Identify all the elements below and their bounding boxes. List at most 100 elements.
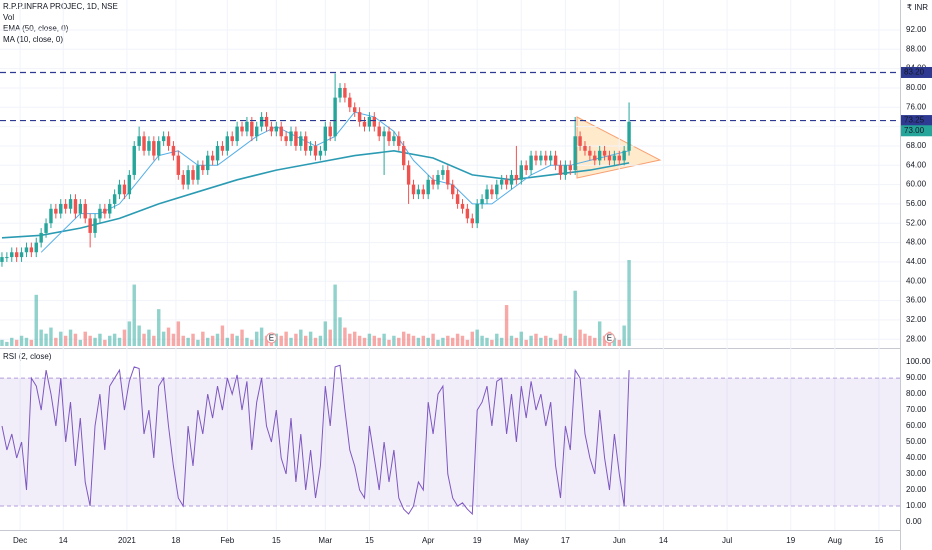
candle-body bbox=[63, 203, 68, 209]
volume-bar bbox=[245, 337, 249, 346]
candle-body bbox=[157, 141, 161, 156]
triangle-pattern bbox=[576, 116, 662, 179]
candle-body bbox=[88, 218, 92, 233]
candle-body bbox=[509, 174, 514, 185]
volume-bar bbox=[112, 333, 117, 346]
candle-body bbox=[132, 145, 136, 175]
volume-bar bbox=[29, 339, 34, 346]
y-tick-label: 100.00 bbox=[906, 357, 931, 366]
candle-body bbox=[240, 126, 244, 132]
candle-body bbox=[44, 223, 48, 233]
volume-bar bbox=[597, 321, 602, 346]
candle-body bbox=[612, 155, 617, 161]
volume-bar bbox=[24, 337, 29, 346]
candle-body bbox=[328, 126, 332, 137]
y-tick-label: 52.00 bbox=[906, 218, 927, 227]
volume-bar bbox=[318, 335, 323, 346]
candle-body bbox=[49, 208, 53, 224]
y-tick-label: 80.00 bbox=[906, 389, 927, 398]
candle-body bbox=[431, 179, 435, 185]
y-tick-label: 92.00 bbox=[906, 25, 927, 34]
candle-body bbox=[230, 136, 234, 142]
candle-body bbox=[59, 203, 63, 214]
candle-body bbox=[127, 174, 132, 195]
volume-bar bbox=[230, 333, 234, 346]
x-tick-label: 19 bbox=[786, 536, 795, 545]
candle-body bbox=[122, 184, 127, 195]
volume-bar bbox=[39, 329, 43, 346]
candle-body bbox=[495, 184, 499, 195]
candle-body bbox=[259, 116, 264, 127]
volume-bar bbox=[524, 339, 528, 346]
volume-bar bbox=[563, 335, 568, 346]
volume-bar bbox=[88, 335, 92, 346]
x-tick-label: Jun bbox=[613, 536, 626, 545]
y-tick-label: 68.00 bbox=[906, 141, 927, 150]
volume-bar bbox=[362, 337, 367, 346]
volume-bar bbox=[83, 331, 87, 346]
candle-body bbox=[514, 174, 519, 180]
candle-body bbox=[39, 232, 43, 243]
candle-body bbox=[294, 131, 298, 146]
volume-bar bbox=[73, 333, 78, 346]
volume-bar bbox=[470, 331, 475, 346]
volume-bar bbox=[431, 333, 435, 346]
volume-bar bbox=[289, 337, 293, 346]
ma-legend: MA (10, close, 0) bbox=[3, 35, 63, 44]
y-tick-label: 48.00 bbox=[906, 238, 927, 247]
x-tick-label: 14 bbox=[659, 536, 668, 545]
candle-body bbox=[171, 145, 176, 156]
candle-body bbox=[583, 145, 587, 151]
volume-bar bbox=[397, 337, 401, 346]
volume-bar bbox=[617, 339, 621, 346]
y-tick-label: 90.00 bbox=[906, 373, 927, 382]
candle-body bbox=[289, 131, 293, 142]
candle-body bbox=[372, 116, 377, 127]
candle-body bbox=[264, 116, 269, 127]
candle-body bbox=[83, 203, 87, 219]
candle-body bbox=[593, 155, 597, 161]
volume-bar bbox=[441, 337, 445, 346]
volume-bar bbox=[215, 333, 220, 346]
candle-body bbox=[269, 126, 274, 132]
volume-bar bbox=[348, 333, 352, 346]
rsi-legend: RSI (2, close) bbox=[3, 352, 52, 361]
level-label-box bbox=[901, 66, 932, 78]
volume-bar bbox=[499, 337, 504, 346]
event-marker bbox=[265, 332, 277, 344]
volume-bar bbox=[98, 333, 102, 346]
candle-body bbox=[578, 136, 582, 146]
candle-body bbox=[397, 136, 401, 146]
volume-bar bbox=[367, 333, 372, 346]
candle-body bbox=[416, 189, 421, 195]
volume-bar bbox=[446, 335, 450, 346]
volume-bar bbox=[465, 339, 470, 346]
volume-bar bbox=[201, 331, 205, 346]
volume-bar bbox=[240, 329, 244, 346]
candle-body bbox=[588, 150, 592, 156]
candle-body bbox=[68, 199, 73, 209]
candle-body bbox=[362, 121, 367, 127]
y-tick-label: 0.00 bbox=[906, 517, 922, 526]
volume-bar bbox=[294, 333, 298, 346]
x-tick-label: 2021 bbox=[118, 536, 136, 545]
candle-body bbox=[279, 126, 283, 137]
candle-body bbox=[181, 174, 185, 185]
volume-bar bbox=[44, 333, 48, 346]
volume-bar bbox=[78, 339, 83, 346]
candle-body bbox=[34, 242, 38, 253]
candle-body bbox=[313, 145, 318, 156]
candle-body bbox=[255, 126, 259, 137]
volume-bar bbox=[519, 331, 523, 346]
level-label-box bbox=[901, 115, 932, 127]
y-tick-label: 80.00 bbox=[906, 83, 927, 92]
y-tick-label: 20.00 bbox=[906, 485, 927, 494]
volume-bar bbox=[372, 335, 377, 346]
candle-body bbox=[93, 218, 97, 233]
volume-bar bbox=[5, 341, 9, 346]
candle-body bbox=[186, 170, 190, 185]
volume-bar bbox=[529, 335, 533, 346]
candle-body bbox=[563, 165, 568, 175]
y-tick-label: 70.00 bbox=[906, 405, 927, 414]
y-tick-label: 64.00 bbox=[906, 160, 927, 169]
